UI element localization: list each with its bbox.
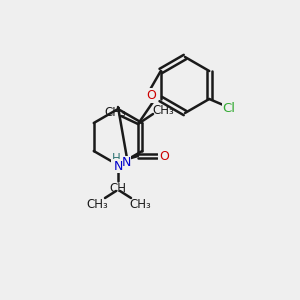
Text: Cl: Cl (223, 103, 236, 116)
Text: O: O (159, 149, 169, 163)
Text: CH₃: CH₃ (129, 197, 151, 211)
Text: N: N (121, 157, 131, 169)
Text: O: O (146, 89, 156, 102)
Text: CH₃: CH₃ (86, 197, 108, 211)
Text: CH: CH (110, 182, 127, 194)
Text: CH₃: CH₃ (152, 103, 174, 116)
Text: N: N (113, 160, 123, 172)
Text: H: H (112, 152, 120, 166)
Text: CH₃: CH₃ (104, 106, 126, 118)
